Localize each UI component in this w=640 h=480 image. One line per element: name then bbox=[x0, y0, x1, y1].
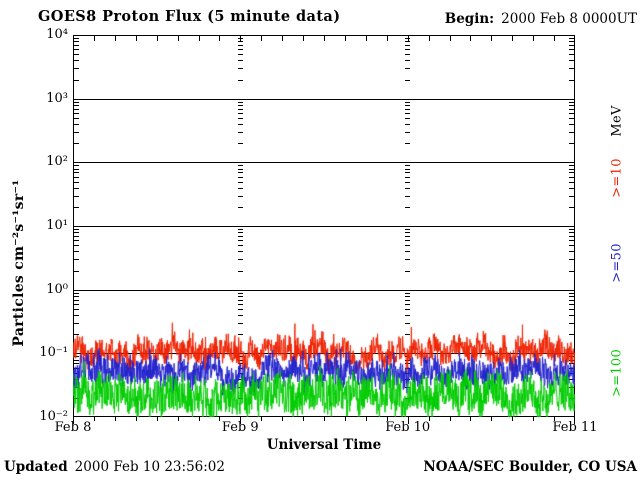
x-major-tick-bottom bbox=[574, 417, 575, 424]
legend-label-gege50: >=50 bbox=[609, 243, 625, 283]
begin-label: Begin: bbox=[444, 11, 495, 27]
updated-value: 2000 Feb 10 23:56:02 bbox=[74, 459, 225, 475]
x-minor-tick-bottom bbox=[365, 417, 367, 421]
chart-title: GOES8 Proton Flux (5 minute data) bbox=[38, 8, 341, 25]
x-minor-tick-bottom bbox=[156, 417, 158, 421]
updated-timestamp: Updated 2000 Feb 10 23:56:02 bbox=[4, 459, 225, 475]
x-minor-tick-bottom bbox=[114, 417, 116, 421]
x-minor-tick-bottom bbox=[428, 417, 430, 421]
x-minor-tick-bottom bbox=[261, 417, 263, 421]
x-axis-label: Universal Time bbox=[266, 437, 382, 453]
legend-label-gege100: >=100 bbox=[609, 348, 625, 398]
x-minor-tick-bottom bbox=[512, 417, 514, 421]
y-tick-label: 10² bbox=[46, 154, 68, 170]
x-major-tick-bottom bbox=[240, 417, 242, 424]
x-tick-label: Feb 8 bbox=[54, 420, 92, 435]
y-tick-label: 10³ bbox=[46, 90, 68, 106]
x-minor-tick-bottom bbox=[449, 417, 451, 421]
x-minor-tick-bottom bbox=[135, 417, 137, 421]
x-tick-label: Feb 11 bbox=[552, 420, 598, 435]
y-tick-label: 10¹ bbox=[46, 218, 68, 233]
x-minor-tick-bottom bbox=[491, 417, 493, 421]
legend-label-gege10: >=10 bbox=[609, 158, 625, 198]
x-minor-tick-bottom bbox=[282, 417, 284, 421]
x-major-tick-bottom bbox=[407, 417, 409, 424]
x-minor-tick-bottom bbox=[470, 417, 472, 421]
x-tick-label: Feb 9 bbox=[221, 420, 259, 435]
x-minor-tick-bottom bbox=[93, 417, 95, 421]
y-tick-label: 10⁻¹ bbox=[39, 345, 68, 361]
y-tick-label: 10⁻² bbox=[39, 409, 68, 424]
x-minor-tick-bottom bbox=[344, 417, 346, 421]
begin-value: 2000 Feb 8 0000UT bbox=[501, 11, 637, 27]
y-tick-label: 10⁰ bbox=[46, 281, 68, 297]
x-tick-label: Feb 10 bbox=[385, 420, 431, 435]
credit-text: NOAA/SEC Boulder, CO USA bbox=[423, 459, 637, 475]
y-tick-label: 10⁴ bbox=[46, 27, 68, 42]
x-minor-tick-bottom bbox=[386, 417, 388, 421]
x-minor-tick-bottom bbox=[533, 417, 535, 421]
x-minor-tick-bottom bbox=[324, 417, 325, 421]
updated-label: Updated bbox=[4, 459, 68, 475]
begin-timestamp: Begin: 2000 Feb 8 0000UT bbox=[445, 11, 637, 27]
y-axis-label: Particles cm⁻²s⁻¹sr⁻¹ bbox=[11, 179, 27, 347]
x-minor-tick-bottom bbox=[198, 417, 200, 421]
x-minor-tick-bottom bbox=[177, 417, 179, 421]
x-minor-tick-bottom bbox=[219, 417, 221, 421]
legend-title-mev: MeV bbox=[609, 105, 625, 137]
x-minor-tick-bottom bbox=[303, 417, 305, 421]
x-minor-tick-bottom bbox=[554, 417, 556, 421]
flux-plot-canvas bbox=[73, 35, 575, 417]
x-major-tick-bottom bbox=[73, 417, 74, 424]
